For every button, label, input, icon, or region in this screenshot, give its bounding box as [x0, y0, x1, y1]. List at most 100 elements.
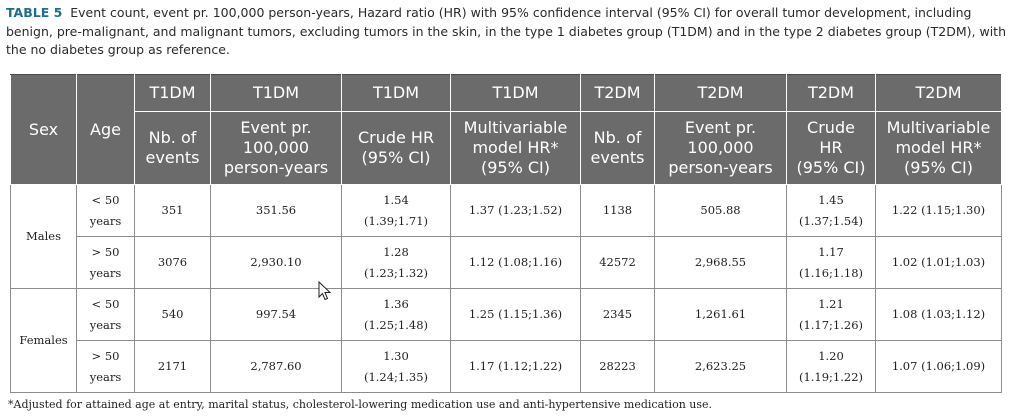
table-caption: TABLE 5 Event count, event pr. 100,000 p… — [6, 4, 1006, 60]
value-cell: 42572 — [580, 236, 655, 289]
column-header: Multivariable model HR* (95% CI) — [875, 111, 1002, 185]
value-cell: 1.17 (1.12;1.22) — [450, 340, 581, 393]
table-row: Females < 50 years 540 997.54 1.36 (1.25;1.48)… — [10, 288, 1002, 393]
column-header: Crude HR (95% CI) — [341, 111, 451, 185]
value-cell: 1138 — [580, 184, 655, 237]
cell-line: 505.88 — [700, 203, 741, 217]
value-cell: 1.25 (1.15;1.36) — [450, 288, 581, 341]
table-row: Males < 50 years 351 351.56 1.54 (1.39;1.71) 1.… — [10, 184, 1002, 289]
cell-line: 1,261.61 — [694, 307, 747, 321]
cell-line: (95% CI) — [903, 158, 974, 177]
value-cell: 1.45 (1.37;1.54) — [786, 184, 876, 237]
cell-line: events — [145, 148, 200, 167]
footnote: *Adjusted for attained age at entry, mar… — [8, 398, 713, 411]
cell-line: person-years — [668, 158, 773, 177]
cell-line: 1.17 (1.12;1.22) — [468, 359, 563, 373]
cell-line: model HR* — [472, 138, 559, 157]
value-cell: 1.08 (1.03;1.12) — [875, 288, 1002, 341]
age-cell: < 50 years — [76, 288, 135, 341]
cell-line: (1.19;1.22) — [798, 369, 864, 384]
sex-header: Sex — [10, 74, 77, 185]
cell-line: 100,000 — [687, 138, 754, 157]
cell-line: Multivariable — [886, 118, 991, 137]
group-header-t1dm: T1DM — [210, 74, 342, 112]
group-header-t1dm: T1DM — [134, 74, 211, 112]
cell-line: model HR* — [895, 138, 982, 157]
column-header: Event pr. 100,000 person-years — [654, 111, 787, 185]
cell-line: 1.12 (1.08;1.16) — [468, 255, 563, 269]
value-cell: 1.12 (1.08;1.16) — [450, 236, 581, 289]
sex-cell: Females — [10, 288, 77, 393]
group-header-t1dm: T1DM — [341, 74, 451, 112]
value-cell: 2171 — [134, 340, 211, 393]
value-cell: 351.56 — [210, 184, 342, 237]
group-header-t2dm: T2DM — [654, 74, 787, 112]
cell-line: (95% CI) — [361, 148, 431, 167]
cell-line: 1.28 — [383, 244, 409, 259]
cell-line: < 50 — [91, 296, 120, 311]
cell-line: 2171 — [157, 359, 188, 373]
age-cell: < 50 years — [76, 184, 135, 237]
cell-line: 2,968.55 — [694, 255, 747, 269]
group-header-t2dm: T2DM — [875, 74, 1002, 112]
cell-line: 1.21 — [818, 296, 844, 311]
cell-line: years — [89, 213, 122, 228]
column-header: Event pr. 100,000 person-years — [210, 111, 342, 185]
value-cell: 1,261.61 — [654, 288, 787, 341]
cell-line: HR — [819, 138, 843, 157]
cell-line: < 50 — [91, 192, 120, 207]
cell-line: (1.23;1.32) — [363, 265, 429, 280]
cell-line: (1.37;1.54) — [798, 213, 864, 228]
column-header: Multivariable model HR* (95% CI) — [450, 111, 581, 185]
cell-line: 1.02 (1.01;1.03) — [891, 255, 986, 269]
sex-cell: Males — [10, 184, 77, 289]
cell-line: 100,000 — [242, 138, 310, 157]
cell-line: person-years — [223, 158, 329, 177]
cell-line: 2,787.60 — [250, 359, 302, 373]
table-body: Males < 50 years 351 351.56 1.54 (1.39;1.71) 1.… — [10, 184, 1002, 393]
cell-line: (1.17;1.26) — [798, 317, 864, 332]
cell-line: years — [89, 317, 122, 332]
cell-line: years — [89, 369, 122, 384]
cell-line: (1.16;1.18) — [798, 265, 864, 280]
results-table: Sex Age T1DM T1DM T1DM T1DM T2DM T2DM T2DM T2DM… — [10, 74, 1002, 393]
value-cell: 1.02 (1.01;1.03) — [875, 236, 1002, 289]
age-cell: > 50 years — [76, 340, 135, 393]
cell-line: years — [89, 265, 122, 280]
value-cell: 505.88 — [654, 184, 787, 237]
caption-text: Event count, event pr. 100,000 person-ye… — [6, 5, 1006, 57]
cell-line: 1.07 (1.06;1.09) — [891, 359, 986, 373]
table-row: > 50 years 3076 2,930.10 1.28 (1.23;1.32) 1.12… — [11, 236, 1002, 289]
table-label: TABLE 5 — [6, 5, 63, 20]
value-cell: 1.36 (1.25;1.48) — [341, 288, 451, 341]
cell-line: (1.25;1.48) — [363, 317, 429, 332]
value-cell: 1.37 (1.23;1.52) — [450, 184, 581, 237]
cell-line: 997.54 — [255, 307, 297, 321]
cell-line: 1.08 (1.03;1.12) — [891, 307, 986, 321]
table-row: > 50 years 2171 2,787.60 1.30 (1.24;1.35) 1.17… — [11, 340, 1002, 393]
cell-line: Multivariable — [463, 118, 568, 137]
cell-line: 1.25 (1.15;1.36) — [468, 307, 563, 321]
value-cell: 1.30 (1.24;1.35) — [341, 340, 451, 393]
column-header: Nb. of events — [134, 111, 211, 185]
column-header-row: Nb. of events Event pr. 100,000 person-years… — [11, 111, 1002, 185]
cell-line: > 50 — [91, 348, 120, 363]
cell-line: (1.24;1.35) — [363, 369, 429, 384]
value-cell: 2345 — [580, 288, 655, 341]
cell-line: 2345 — [602, 307, 633, 321]
group-header-t1dm: T1DM — [450, 74, 581, 112]
cell-line: 1.30 — [383, 348, 409, 363]
value-cell: 1.54 (1.39;1.71) — [341, 184, 451, 237]
value-cell: 1.07 (1.06;1.09) — [875, 340, 1002, 393]
cell-line: 1.36 — [383, 296, 409, 311]
value-cell: 3076 — [134, 236, 211, 289]
group-header-row: Sex Age T1DM T1DM T1DM T1DM T2DM T2DM T2DM T2DM — [10, 74, 1002, 185]
cell-line: (95% CI) — [480, 158, 551, 177]
group-header-t2dm: T2DM — [786, 74, 876, 112]
value-cell: 351 — [134, 184, 211, 237]
value-cell: 1.20 (1.19;1.22) — [786, 340, 876, 393]
cell-line: (95% CI) — [796, 158, 866, 177]
age-header: Age — [76, 74, 135, 185]
column-header: Nb. of events — [580, 111, 655, 185]
cell-line: 1.22 (1.15;1.30) — [891, 203, 986, 217]
